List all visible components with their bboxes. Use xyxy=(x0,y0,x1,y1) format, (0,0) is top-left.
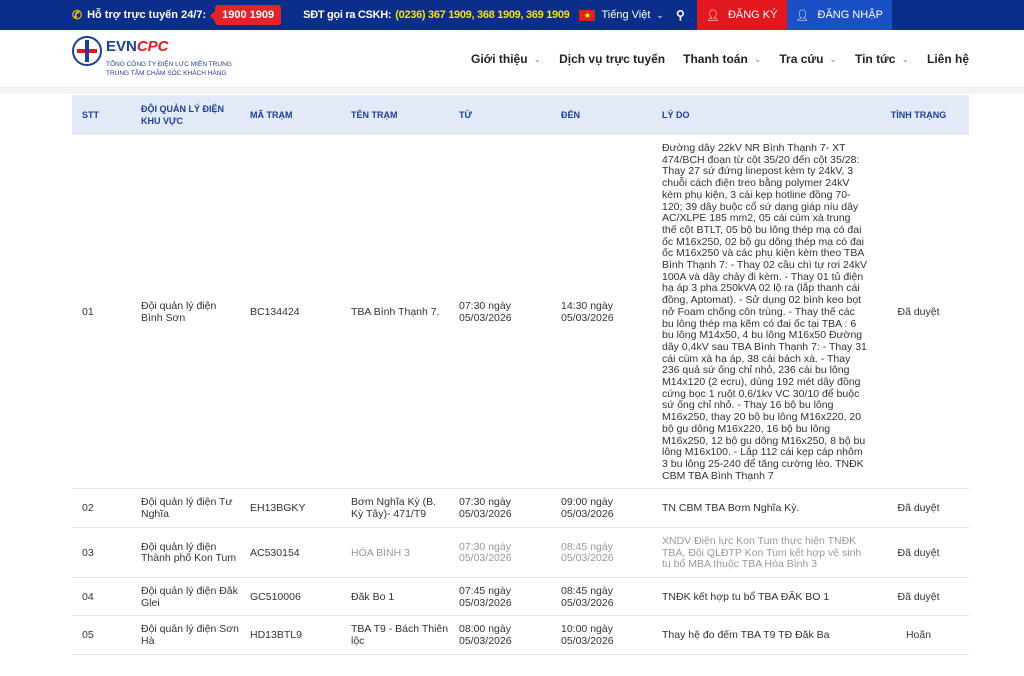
header-station-code: MÃ TRẠM xyxy=(240,95,341,135)
menu-item[interactable]: Dịch vụ trực tuyến xyxy=(559,52,665,66)
chevron-down-icon: ⌄ xyxy=(901,53,909,64)
cell-stt: 02 xyxy=(72,488,131,528)
search-icon[interactable]: ⚲ xyxy=(675,8,685,22)
logo[interactable]: EVNCPC TỔNG CÔNG TY ĐIỆN LỰC MIỀN TRUNG T… xyxy=(72,36,232,78)
cell-from: 07:30 ngày 05/03/2026 xyxy=(449,488,551,528)
register-button[interactable]: 👤︎ ĐĂNG KÝ xyxy=(696,0,787,30)
cell-status: Đã duyệt xyxy=(868,577,969,617)
main-navbar: EVNCPC TỔNG CÔNG TY ĐIỆN LỰC MIỀN TRUNG T… xyxy=(0,30,1024,88)
cell-from: 07:30 ngày 05/03/2026 xyxy=(449,135,551,490)
cell-reason: TN CBM TBA Bơm Nghĩa Kỳ. xyxy=(652,488,868,528)
cell-station-name: Đăk Bo 1 xyxy=(341,577,449,617)
outage-schedule-table: STT ĐỘI QUẢN LÝ ĐIỆN KHU VỰC MÃ TRẠM TÊN TR… xyxy=(72,95,969,655)
phone-icon: ✆ xyxy=(72,8,83,22)
cell-status: Đã duyệt xyxy=(868,527,969,578)
support-info: ✆ Hỗ trợ trực tuyến 24/7: 1900 1909 xyxy=(72,0,282,30)
cell-team: Đội quản lý điện Đăk Glei xyxy=(131,577,240,617)
user-icon: 👤︎ xyxy=(795,9,810,22)
hotline-badge[interactable]: 1900 1909 xyxy=(210,5,282,25)
cell-status: Đã duyệt xyxy=(868,135,969,490)
cell-stt: 05 xyxy=(72,615,131,655)
cell-station-code: BC134424 xyxy=(240,135,341,490)
cell-station-code: HD13BTL9 xyxy=(240,615,341,655)
cell-station-name: HÒA BÌNH 3 xyxy=(341,527,449,578)
table-row: 04 Đội quản lý điện Đăk Glei GC510006 Đăk B… xyxy=(72,577,969,617)
login-button[interactable]: 👤︎ ĐĂNG NHẬP xyxy=(786,0,892,30)
support-label: Hỗ trợ trực tuyến 24/7: xyxy=(87,9,207,21)
header-team: ĐỘI QUẢN LÝ ĐIỆN KHU VỰC xyxy=(131,95,240,135)
menu-item-label: Giới thiệu xyxy=(471,52,528,66)
menu-item-label: Tra cứu xyxy=(779,52,824,66)
logo-subtitle: TỔNG CÔNG TY ĐIỆN LỰC MIỀN TRUNG TRUNG TÂ… xyxy=(106,61,232,77)
cell-from: 07:30 ngày 05/03/2026 xyxy=(449,527,551,578)
chevron-down-icon: ⌄ xyxy=(656,9,664,20)
header-status: TÌNH TRẠNG xyxy=(868,95,969,135)
table-row: 05 Đội quản lý điện Sơn Hà HD13BTL9 TBA T9 … xyxy=(72,615,969,655)
cell-team: Đội quản lý điện Thành phố Kon Tum xyxy=(131,527,240,578)
header-stt: STT xyxy=(72,95,131,135)
cell-station-name: Bơm Nghĩa Kỳ (B. Kỳ Tây)- 471/T9 xyxy=(341,488,449,528)
user-icon: 👤︎ xyxy=(705,9,720,22)
cell-station-code: EH13BGKY xyxy=(240,488,341,528)
menu-item[interactable]: Tra cứu ⌄ xyxy=(779,52,837,66)
menu-item[interactable]: Liên hệ xyxy=(927,52,969,66)
language-label: Tiếng Việt xyxy=(601,9,651,21)
cell-to: 10:00 ngày 05/03/2026 xyxy=(551,615,652,655)
main-menu: Giới thiệu ⌄ Dịch vụ trực tuyến Thanh toán ⌄… xyxy=(453,30,969,88)
menu-item-label: Thanh toán xyxy=(683,52,748,66)
header-station-name: TÊN TRẠM xyxy=(341,95,449,135)
logo-brand: EVNCPC xyxy=(106,38,169,55)
header-from: TỪ xyxy=(449,95,551,135)
menu-item[interactable]: Thanh toán ⌄ xyxy=(683,52,761,66)
cell-team: Đội quản lý điện Bình Sơn xyxy=(131,135,240,490)
cell-reason: Thay hệ đo đếm TBA T9 TĐ Đăk Ba xyxy=(652,615,868,655)
cell-station-code: AC530154 xyxy=(240,527,341,578)
header-reason: LÝ DO xyxy=(652,95,868,135)
top-bar: ✆ Hỗ trợ trực tuyến 24/7: 1900 1909 SĐT … xyxy=(0,0,1024,30)
cell-from: 08:00 ngày 05/03/2026 xyxy=(449,615,551,655)
cell-team: Đội quản lý điện Sơn Hà xyxy=(131,615,240,655)
divider xyxy=(0,88,1024,94)
vietnam-flag-icon: ★ xyxy=(579,9,596,21)
cell-station-name: TBA T9 - Bách Thiên lộc xyxy=(341,615,449,655)
chevron-down-icon: ⌄ xyxy=(829,53,837,64)
header-to: ĐẾN xyxy=(551,95,652,135)
cell-to: 08:45 ngày 05/03/2026 xyxy=(551,527,652,578)
evn-logo-icon xyxy=(72,36,102,66)
table-row: 03 Đội quản lý điện Thành phố Kon Tum AC53… xyxy=(72,527,969,578)
cell-station-name: TBA Bình Thạnh 7. xyxy=(341,135,449,490)
menu-item-label: Liên hệ xyxy=(926,52,969,66)
menu-item-label: Tin tức xyxy=(854,52,896,66)
table-row: 02 Đội quản lý điện Tư Nghĩa EH13BGKY Bơm N… xyxy=(72,488,969,528)
register-label: ĐĂNG KÝ xyxy=(727,9,778,21)
cell-reason: TNĐK kết hợp tu bổ TBA ĐĂK BO 1 xyxy=(652,577,868,617)
table-header: STT ĐỘI QUẢN LÝ ĐIỆN KHU VỰC MÃ TRẠM TÊN TR… xyxy=(72,95,969,135)
cell-to: 08:45 ngày 05/03/2026 xyxy=(551,577,652,617)
cell-reason: Đường dây 22kV NR Bình Thạnh 7- XT 474/B… xyxy=(652,135,868,490)
language-selector[interactable]: ★ Tiếng Việt ⌄ xyxy=(579,0,664,30)
cell-from: 07:45 ngày 05/03/2026 xyxy=(449,577,551,617)
login-label: ĐĂNG NHẬP xyxy=(817,9,883,21)
chevron-down-icon: ⌄ xyxy=(753,53,762,64)
cell-stt: 04 xyxy=(72,577,131,617)
cell-station-code: GC510006 xyxy=(240,577,341,617)
table-row: 01 Đội quản lý điện Bình Sơn BC134424 TBA B… xyxy=(72,135,969,490)
chevron-down-icon: ⌄ xyxy=(533,53,542,64)
cell-status: Đã duyệt xyxy=(868,488,969,528)
menu-item-label: Dịch vụ trực tuyến xyxy=(559,52,666,66)
menu-item[interactable]: Tin tức ⌄ xyxy=(855,52,909,66)
cell-to: 09:00 ngày 05/03/2026 xyxy=(551,488,652,528)
cell-status: Hoãn xyxy=(868,615,969,655)
menu-item[interactable]: Giới thiệu ⌄ xyxy=(471,52,541,66)
cskh-label: SĐT gọi ra CSKH: xyxy=(303,9,392,21)
cskh-info: SĐT gọi ra CSKH: (0236) 367 1909, 368 19… xyxy=(303,0,570,30)
cell-reason: XNDV Điện lực Kon Tum thực hiện TNĐK TBA… xyxy=(652,527,868,578)
cskh-numbers: (0236) 367 1909, 368 1909, 369 1909 xyxy=(395,9,570,21)
cell-stt: 03 xyxy=(72,527,131,578)
cell-team: Đội quản lý điện Tư Nghĩa xyxy=(131,488,240,528)
cell-to: 14:30 ngày 05/03/2026 xyxy=(551,135,652,490)
cell-stt: 01 xyxy=(72,135,131,490)
